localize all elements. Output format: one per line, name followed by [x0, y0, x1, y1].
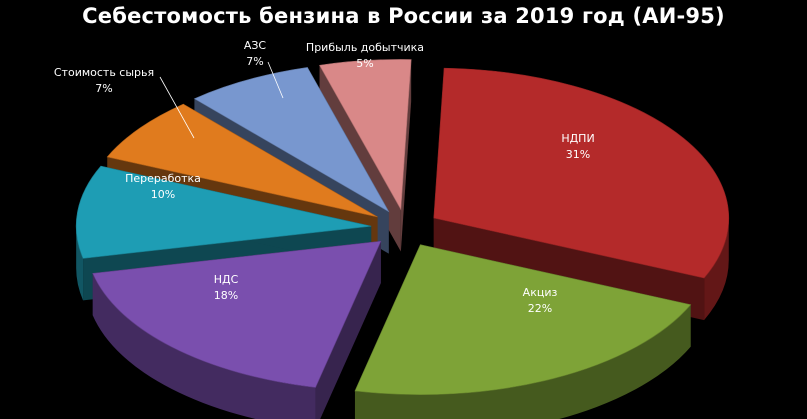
- pie-slice-side: [704, 218, 729, 321]
- pie-slice-side: [92, 273, 316, 419]
- pie-slice: [75, 165, 372, 259]
- slice-label: Прибыль добытчика: [306, 41, 424, 54]
- slice-label: Акциз: [523, 286, 558, 299]
- pie-slice: [354, 244, 692, 395]
- pie-slice: [193, 67, 390, 213]
- pie-slice-wall: [400, 59, 412, 252]
- slice-label: Переработка: [125, 172, 201, 185]
- slice-value-label: 31%: [566, 148, 590, 161]
- slice-value-label: 10%: [151, 188, 175, 201]
- pie-slice: [106, 103, 378, 218]
- slice-value-label: 22%: [528, 302, 552, 315]
- pie-slice-wall: [315, 241, 381, 419]
- pie-slice: [319, 59, 412, 211]
- pie-slice: [433, 67, 730, 279]
- slice-value-label: 18%: [214, 289, 238, 302]
- slice-label: Стоимость сырья: [54, 66, 154, 79]
- slice-label: НДПИ: [561, 132, 594, 145]
- pie-slice-side: [354, 304, 691, 419]
- slice-value-label: 7%: [95, 82, 112, 95]
- slice-value-label: 7%: [246, 55, 263, 68]
- slice-label: АЗС: [244, 39, 267, 52]
- chart-title: Себестомость бензина в России за 2019 го…: [82, 4, 725, 28]
- slice-value-label: 5%: [356, 57, 373, 70]
- slice-label: НДС: [214, 273, 239, 286]
- leader-line: [159, 76, 195, 139]
- pie-slice-side: [76, 226, 84, 301]
- pie-slice: [92, 240, 382, 388]
- leader-line: [267, 61, 284, 99]
